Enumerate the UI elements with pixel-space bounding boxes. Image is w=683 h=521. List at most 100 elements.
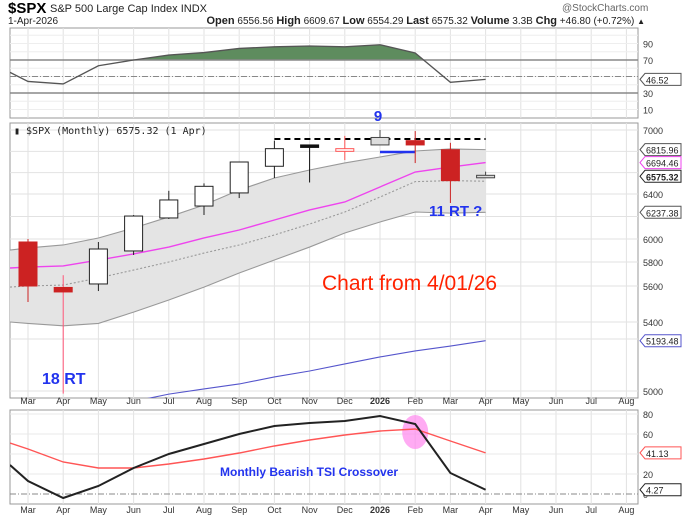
x-tick-label: Jul	[163, 505, 175, 515]
annotation-11-rt: 11 RT ?	[429, 203, 482, 220]
open-value: 6556.56	[237, 16, 274, 27]
index-name: S&P 500 Large Cap Index INDX	[50, 3, 207, 15]
lower-band-line	[10, 211, 486, 327]
x-tick-label: Apr	[56, 396, 70, 406]
x-tick-label: Feb	[407, 396, 423, 406]
low-value: 6554.29	[367, 16, 404, 27]
x-tick-label: Mar	[20, 505, 36, 515]
x-tick-label: 2026	[370, 505, 390, 515]
tsi-line	[10, 414, 487, 500]
index-name-text: S&P 500 Large Cap Index	[50, 3, 178, 15]
x-tick-label: Apr	[479, 505, 493, 515]
upper-band-tag-shape	[639, 143, 682, 157]
x-tick-label: Jul	[585, 396, 597, 406]
x-tick-label: Jun	[549, 505, 564, 515]
tsi-panel	[9, 409, 639, 505]
symbol: $SPX	[8, 0, 47, 17]
candle	[335, 135, 355, 161]
volume-label: Volume	[470, 15, 510, 27]
x-tick-label: Jun	[126, 505, 141, 515]
tsi-plot	[10, 414, 638, 500]
candle-body	[335, 148, 355, 152]
candle-body	[476, 174, 496, 179]
tsi-tag-shape	[639, 483, 682, 497]
rsi-tick-label: 90	[643, 40, 653, 50]
candle	[229, 161, 249, 199]
x-tick-label: May	[90, 396, 108, 406]
tsi-tick-label: 60	[643, 430, 653, 440]
x-tick-label: Feb	[407, 505, 423, 515]
lower-band-tag: 6237.38	[639, 205, 682, 219]
candle	[476, 171, 496, 179]
lower-band-tag-text: 6237.38	[646, 208, 679, 218]
x-tick-label: Dec	[337, 396, 354, 406]
candle	[53, 275, 73, 394]
x-tick-label: 2026	[370, 396, 390, 406]
high-value: 6609.67	[303, 16, 340, 27]
candle-body	[53, 286, 73, 293]
x-tick-label: Sep	[231, 396, 247, 406]
upper-band-tag: 6815.96	[639, 143, 682, 157]
quote-line: Open 6556.56 High 6609.67 Low 6554.29 La…	[170, 15, 645, 27]
candle-body	[370, 136, 390, 146]
ma-tag: 6694.46	[639, 156, 682, 170]
x-tick-label: Nov	[302, 396, 319, 406]
high-label: High	[276, 15, 301, 27]
candle-body	[440, 149, 460, 182]
candle-body	[88, 248, 108, 285]
candle-body	[159, 199, 179, 219]
signal-tag-shape	[639, 446, 682, 460]
tsi-tick-label: 80	[643, 410, 653, 420]
signal-tag: 41.13	[639, 446, 682, 460]
candle	[194, 183, 214, 216]
candle	[88, 241, 108, 292]
price-tick-label: 6000	[643, 235, 663, 245]
rsi-value-tag-text: 46.52	[646, 75, 669, 85]
x-tick-label: Mar	[20, 396, 36, 406]
rsi-tick-label: 70	[643, 56, 653, 66]
rsi-plot	[10, 44, 638, 94]
volume-value: 3.3B	[512, 16, 533, 27]
long-ma-tag: 5193.48	[639, 334, 682, 348]
tsi-tag-text: 4.27	[646, 486, 664, 496]
rsi-overbought-fill	[133, 44, 424, 60]
exchange: INDX	[180, 3, 207, 15]
x-tick-label: Apr	[479, 396, 493, 406]
quote-date: 1-Apr-2026	[8, 16, 59, 27]
candle	[405, 131, 425, 164]
open-label: Open	[206, 15, 235, 27]
annotation-chart-from: Chart from 4/01/26	[322, 272, 497, 295]
x-tick-label: Mar	[443, 505, 459, 515]
x-tick-label: May	[90, 505, 108, 515]
x-tick-label: May	[512, 396, 530, 406]
tsi-tag: 4.27	[639, 483, 682, 497]
annotation-tsi-crossover: Monthly Bearish TSI Crossover	[220, 465, 398, 479]
price-panel-title: ▮ $SPX (Monthly) 6575.32 (1 Apr)	[14, 126, 207, 137]
x-tick-label: Dec	[337, 505, 354, 515]
x-tick-label: Aug	[618, 396, 634, 406]
x-tick-label: Oct	[267, 505, 282, 515]
price-tick-label: 6400	[643, 190, 663, 200]
brand-link[interactable]: @StockCharts.com	[562, 3, 649, 14]
rsi-panel	[9, 27, 639, 119]
x-tick-label: Apr	[56, 505, 70, 515]
rsi-tick-label: 10	[643, 106, 653, 116]
candle	[159, 190, 179, 219]
candle	[18, 239, 38, 303]
low-label: Low	[342, 15, 365, 27]
chg-label: Chg	[535, 15, 558, 27]
candle-body	[124, 215, 144, 252]
price-tick-label: 5000	[643, 387, 663, 397]
x-tick-label: Jul	[585, 505, 597, 515]
candle-body	[264, 148, 284, 167]
candle-body	[300, 144, 320, 148]
long-ma-line	[147, 340, 486, 398]
candle	[300, 144, 320, 183]
upper-band-tag-text: 6815.96	[646, 146, 679, 156]
last-label: Last	[406, 15, 429, 27]
signal-line	[10, 428, 486, 469]
chart-header: $SPX S&P 500 Large Cap Index INDX @Stock…	[0, 0, 683, 28]
x-tick-label: Mar	[443, 396, 459, 406]
middle-ma-line	[10, 161, 486, 269]
